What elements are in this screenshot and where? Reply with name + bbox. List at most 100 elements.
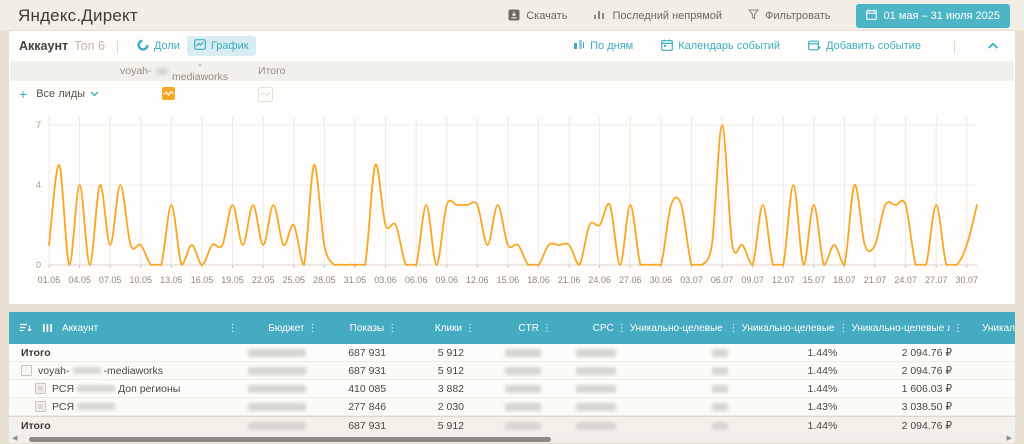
line-chart-icon bbox=[194, 39, 206, 53]
column-header-ucl[interactable]: Уникально-целевые лиды⋮ bbox=[630, 312, 742, 344]
redacted-text bbox=[155, 67, 168, 75]
by-days-button[interactable]: По дням bbox=[566, 36, 640, 56]
column-menu-icon[interactable]: ⋮ bbox=[387, 322, 398, 334]
cell-ucl bbox=[630, 420, 742, 432]
y-axis-label: 4 bbox=[36, 180, 41, 190]
row-checkbox[interactable] bbox=[35, 383, 46, 394]
column-header-clicks[interactable]: Клики ⋮ bbox=[400, 312, 478, 344]
filter-button[interactable]: Фильтровать bbox=[747, 9, 831, 23]
cell-ucl_pct: 1.44% bbox=[807, 364, 838, 377]
x-axis-label: 28.05 bbox=[313, 275, 336, 285]
row-checkbox[interactable] bbox=[21, 365, 32, 376]
column-menu-icon[interactable]: ⋮ bbox=[953, 322, 964, 334]
calendar-plus-icon bbox=[808, 39, 821, 54]
top-n-label[interactable]: Топ 6 bbox=[74, 39, 105, 53]
table-row-account: voyah- -mediaworks 687 931 5 912 1.44% 2 094.… bbox=[9, 362, 1015, 380]
filter-label: Фильтровать bbox=[765, 10, 831, 22]
redacted-value bbox=[72, 367, 101, 375]
add-event-label: Добавить событие bbox=[826, 40, 921, 52]
calendar-icon bbox=[866, 9, 878, 23]
toolbar-right: По дням Календарь событий Добавить событ… bbox=[566, 36, 1005, 57]
page-header: Яндекс.Директ Скачать Последний непрямой… bbox=[0, 0, 1024, 30]
cell-ucl bbox=[630, 383, 742, 395]
scrollbar-thumb[interactable] bbox=[29, 436, 551, 442]
cell-name: РСЯ Доп регионы bbox=[9, 383, 240, 395]
download-button[interactable]: Скачать bbox=[508, 9, 567, 24]
divider bbox=[116, 38, 118, 54]
attribution-button[interactable]: Последний непрямой bbox=[593, 9, 722, 23]
x-axis-label: 21.06 bbox=[558, 275, 581, 285]
column-header-cpc[interactable]: CPC ⋮ bbox=[555, 312, 630, 344]
column-menu-icon[interactable]: ⋮ bbox=[307, 322, 318, 334]
column-header-name[interactable]: Аккаунт ⋮ bbox=[9, 312, 241, 344]
redacted-value bbox=[504, 366, 541, 375]
cell-name: РСЯ bbox=[9, 401, 240, 413]
collapse-panel-button[interactable] bbox=[981, 41, 1005, 51]
cell-clicks: 3 882 bbox=[437, 382, 465, 395]
cell-ucl_price: 2 094.76 ₽ bbox=[901, 364, 953, 377]
table-row-campaign: РСЯ Доп регионы 410 085 3 882 1.44% 1 606.03 … bbox=[9, 380, 1015, 398]
column-menu-icon[interactable]: ⋮ bbox=[227, 322, 238, 334]
cell-ucl_price: 1 606.03 ₽ bbox=[901, 382, 953, 395]
scroll-right-icon[interactable]: ▶ bbox=[1006, 435, 1012, 442]
cell-ctr bbox=[478, 347, 555, 359]
metric-selector[interactable]: Все лиды bbox=[36, 88, 99, 100]
chart-tab-label: График bbox=[210, 40, 249, 52]
column-header-shows[interactable]: Показы ⋮ bbox=[320, 312, 400, 344]
events-calendar-label: Календарь событий bbox=[678, 40, 781, 52]
x-axis-label: 15.06 bbox=[497, 275, 520, 285]
chart-tab[interactable]: График bbox=[186, 36, 256, 56]
cell-ucl bbox=[630, 347, 742, 359]
column-header-ctr[interactable]: CTR ⋮ bbox=[478, 312, 555, 344]
redacted-value bbox=[248, 402, 307, 411]
column-label: Показы bbox=[349, 322, 385, 334]
column-menu-icon[interactable]: ⋮ bbox=[541, 322, 552, 334]
series-column-total: Итого bbox=[258, 65, 286, 77]
series-swatch-total[interactable] bbox=[258, 87, 273, 102]
column-header-ucl_extra[interactable]: Уникал bbox=[966, 312, 1015, 344]
date-range-button[interactable]: 01 мая – 31 июля 2025 bbox=[856, 4, 1010, 28]
table-row-total: Итого 687 931 5 912 1.44% 2 094.76 ₽ bbox=[9, 416, 1015, 435]
events-calendar-button[interactable]: Календарь событий bbox=[654, 36, 787, 57]
add-metric-icon[interactable]: + bbox=[19, 86, 28, 102]
series-swatch-account[interactable] bbox=[162, 87, 175, 100]
x-axis-label: 30.06 bbox=[650, 275, 673, 285]
column-menu-icon[interactable]: ⋮ bbox=[616, 322, 627, 334]
account-name-prefix: voyah- bbox=[120, 65, 152, 77]
x-axis-label: 09.06 bbox=[435, 275, 458, 285]
row-checkbox[interactable] bbox=[35, 401, 46, 412]
shares-tab[interactable]: Доли bbox=[130, 36, 187, 57]
column-menu-icon[interactable]: ⋮ bbox=[465, 322, 476, 334]
scroll-left-icon[interactable]: ◀ bbox=[12, 435, 18, 442]
redacted-value bbox=[575, 402, 616, 411]
cell-budget bbox=[240, 365, 320, 377]
redacted-value bbox=[248, 384, 307, 393]
column-label: Уникально-целевые лиды bbox=[629, 322, 726, 334]
column-label: Аккаунт bbox=[62, 322, 99, 334]
redacted-value bbox=[711, 402, 728, 411]
table-header-row: Аккаунт ⋮ Бюджет ⋮ Показы ⋮ Клики ⋮ CTR ⋮ CPC ⋮ Уник… bbox=[9, 312, 1015, 344]
cell-shows: 687 931 bbox=[348, 346, 387, 359]
columns-settings-icon[interactable] bbox=[42, 323, 53, 333]
column-header-ucl_pct[interactable]: Уникально-целевые лиды %⋮ bbox=[742, 312, 852, 344]
download-icon bbox=[508, 9, 520, 24]
x-axis-label: 16.05 bbox=[191, 275, 214, 285]
redacted-value bbox=[575, 366, 616, 375]
column-menu-icon[interactable]: ⋮ bbox=[838, 322, 849, 334]
x-axis-label: 07.05 bbox=[99, 275, 122, 285]
x-axis-label: 01.05 bbox=[38, 275, 61, 285]
cell-ucl bbox=[630, 365, 742, 377]
column-menu-icon[interactable]: ⋮ bbox=[728, 322, 739, 334]
cell-shows: 687 931 bbox=[348, 419, 387, 432]
total-label: Итого bbox=[21, 346, 51, 359]
column-header-budget[interactable]: Бюджет ⋮ bbox=[241, 312, 321, 344]
cell-ctr bbox=[478, 420, 555, 432]
x-axis-label: 10.05 bbox=[130, 275, 153, 285]
add-event-button[interactable]: Добавить событие bbox=[801, 36, 928, 57]
horizontal-scrollbar[interactable]: ◀ ▶ bbox=[9, 435, 1015, 443]
redacted-value bbox=[504, 348, 541, 357]
donut-icon bbox=[137, 38, 149, 54]
sort-rows-icon[interactable] bbox=[19, 323, 32, 333]
column-header-ucl_price[interactable]: Уникально-целевые лиды цена⋮ bbox=[851, 312, 966, 344]
cell-budget bbox=[240, 401, 320, 413]
